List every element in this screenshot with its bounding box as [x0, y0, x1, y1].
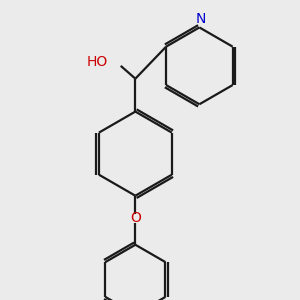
- Text: O: O: [130, 212, 141, 225]
- Text: N: N: [196, 12, 206, 26]
- Text: HO: HO: [87, 55, 108, 69]
